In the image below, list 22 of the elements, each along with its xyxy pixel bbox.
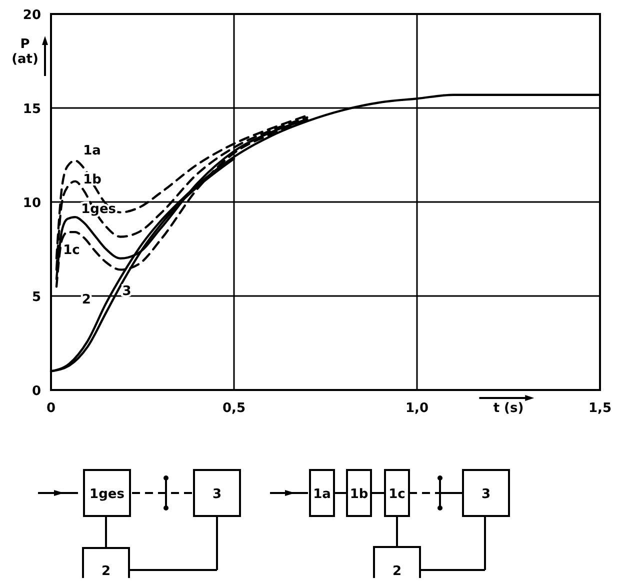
- y-tick-label: 5: [32, 290, 41, 305]
- x-tick-label: 0: [46, 401, 56, 416]
- text: 1c: [388, 487, 406, 502]
- text: 3: [481, 487, 491, 502]
- series-label: 1c: [63, 243, 80, 258]
- y-axis-title: P (at): [12, 37, 38, 67]
- y-tick-label: 15: [22, 102, 41, 117]
- series-label: 1a: [83, 144, 101, 159]
- annotation: 3: [122, 284, 132, 300]
- x-axis-title: t (s): [493, 401, 524, 416]
- y-tick-label: 20: [22, 8, 41, 23]
- x-tick-label: 1,0: [405, 401, 429, 416]
- legend-label: 3: [212, 487, 222, 502]
- x-tick-label: 0,5: [222, 401, 246, 416]
- text: 1a: [313, 487, 331, 502]
- y-tick-label: 10: [22, 196, 41, 211]
- text: 1ges: [90, 487, 124, 502]
- y-tick-label: 0: [32, 384, 41, 399]
- text: 2: [392, 564, 402, 579]
- text: 1b: [350, 487, 368, 502]
- text: 2: [101, 564, 111, 579]
- x-tick-label: 1,5: [588, 401, 612, 416]
